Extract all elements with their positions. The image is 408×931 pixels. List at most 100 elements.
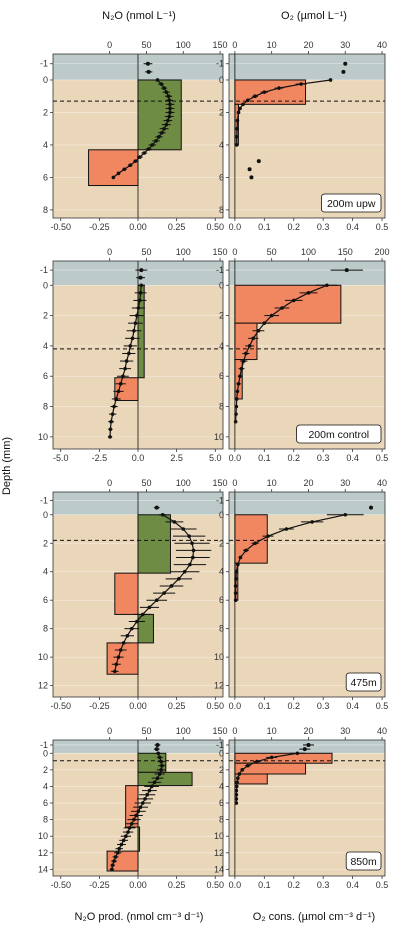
panel-border <box>228 53 386 219</box>
bottom-tick-label: 0.50 <box>207 880 225 890</box>
top-tick-label: 150 <box>338 247 353 257</box>
y-tick-label: 10 <box>38 432 48 442</box>
y-tick-label: 6 <box>43 371 48 381</box>
top-tick-label: 30 <box>340 40 350 50</box>
y-tick-label: 8 <box>219 205 224 215</box>
profile-point <box>111 175 116 180</box>
profile-point <box>253 541 257 546</box>
bottom-tick-label: 0.1 <box>258 880 271 890</box>
profile-point <box>154 598 159 602</box>
y-tick-label: 4 <box>219 140 224 150</box>
profile-point <box>160 130 164 135</box>
top-tick-label: 200 <box>375 247 390 257</box>
y-tick-label: 6 <box>219 371 224 381</box>
top-tick-label: 0 <box>232 726 237 736</box>
site-label-box <box>345 851 382 871</box>
profile-point <box>266 534 270 538</box>
profile-point <box>233 598 238 602</box>
profile-point <box>187 534 191 538</box>
profile-point <box>155 78 160 82</box>
y-tick-label: 10 <box>214 432 224 442</box>
profile-point <box>122 167 127 172</box>
bottom-tick-label: 2.5 <box>170 453 183 463</box>
rate-bar <box>114 377 139 401</box>
profile-point <box>164 90 169 94</box>
water-column <box>229 740 385 754</box>
bottom-tick-label: 0.5 <box>376 453 389 463</box>
profile-point <box>166 118 170 123</box>
y-tick-label: 6 <box>219 595 224 605</box>
profile-point <box>114 662 119 667</box>
profile-point <box>154 139 158 143</box>
y-tick-label: 14 <box>38 864 48 874</box>
profile-point <box>112 859 116 863</box>
bottom-tick-label: 0.3 <box>317 701 330 711</box>
profile-point <box>238 374 242 379</box>
top-tick-label: 100 <box>176 247 191 257</box>
profile-point <box>235 126 239 131</box>
profile-point <box>234 788 239 793</box>
bottom-tick-label: 5.0 <box>209 453 222 463</box>
bottom-tick-label: 0.4 <box>346 701 359 711</box>
water-point <box>344 268 349 273</box>
top-tick-label: 100 <box>301 247 316 257</box>
y-tick-label: -1 <box>216 496 224 506</box>
top-tick-label: 10 <box>267 40 277 50</box>
water-point <box>146 69 151 74</box>
bottom-tick-label: 0.0 <box>229 880 242 890</box>
bottom-tick-label: 0.4 <box>346 453 359 463</box>
y-tick-label: 0 <box>219 748 224 758</box>
scatter-point <box>249 175 254 180</box>
profile-point <box>236 562 240 567</box>
site-label: 475m <box>350 677 377 689</box>
bottom-tick-label: 0.4 <box>346 880 359 890</box>
profile-point <box>244 351 248 356</box>
profile-point <box>233 584 238 588</box>
bottom-tick-label: 0.5 <box>376 880 389 890</box>
top-tick-label: 100 <box>176 40 191 50</box>
profile-point <box>299 82 303 86</box>
site-label-box <box>345 672 382 692</box>
profile-point <box>110 867 114 872</box>
profile-point <box>160 763 164 768</box>
y-tick-label: 0 <box>43 75 48 85</box>
profile-point <box>234 135 239 139</box>
profile-point <box>126 830 130 834</box>
scatter-point <box>256 159 261 164</box>
top-tick-label: 0 <box>107 478 112 488</box>
profile-point <box>269 755 274 760</box>
panel-200m-control-o2: -1 0 2 4 6 8 10 0.0 0.1 0.2 0.3 0.4 0.5 0 50 100 150 200 2… <box>214 247 390 463</box>
profile-point <box>143 797 147 801</box>
site-label: 850m <box>350 856 377 868</box>
profile-point <box>129 626 134 631</box>
profile-point <box>130 336 135 341</box>
profile-point <box>125 633 130 638</box>
profile-point <box>251 336 256 341</box>
profile-point <box>277 86 281 90</box>
site-label-box <box>320 193 382 213</box>
y-tick-label: 2 <box>219 538 224 548</box>
profile-point <box>191 555 195 560</box>
profile-point <box>140 612 145 617</box>
water-point <box>138 275 143 280</box>
profile-point <box>291 298 296 303</box>
y-tick-label: -1 <box>216 265 224 275</box>
bottom-tick-label: 0.2 <box>287 222 300 232</box>
profile-point <box>124 359 129 363</box>
top-tick-label: 0 <box>232 247 237 257</box>
top-tick-label: 50 <box>141 726 151 736</box>
bottom-tick-label: 0.0 <box>229 222 242 232</box>
y-tick-label: 12 <box>214 681 224 691</box>
profile-point <box>116 389 121 394</box>
profile-point <box>238 106 242 111</box>
y-tick-label: 14 <box>214 864 224 874</box>
profile-point <box>162 86 166 90</box>
y-tick-label: 0 <box>43 510 48 520</box>
scatter-point <box>247 167 252 172</box>
profile-point <box>116 171 121 176</box>
profile-point <box>280 306 284 310</box>
water-column <box>229 261 385 286</box>
top-tick-label: 150 <box>213 478 228 488</box>
